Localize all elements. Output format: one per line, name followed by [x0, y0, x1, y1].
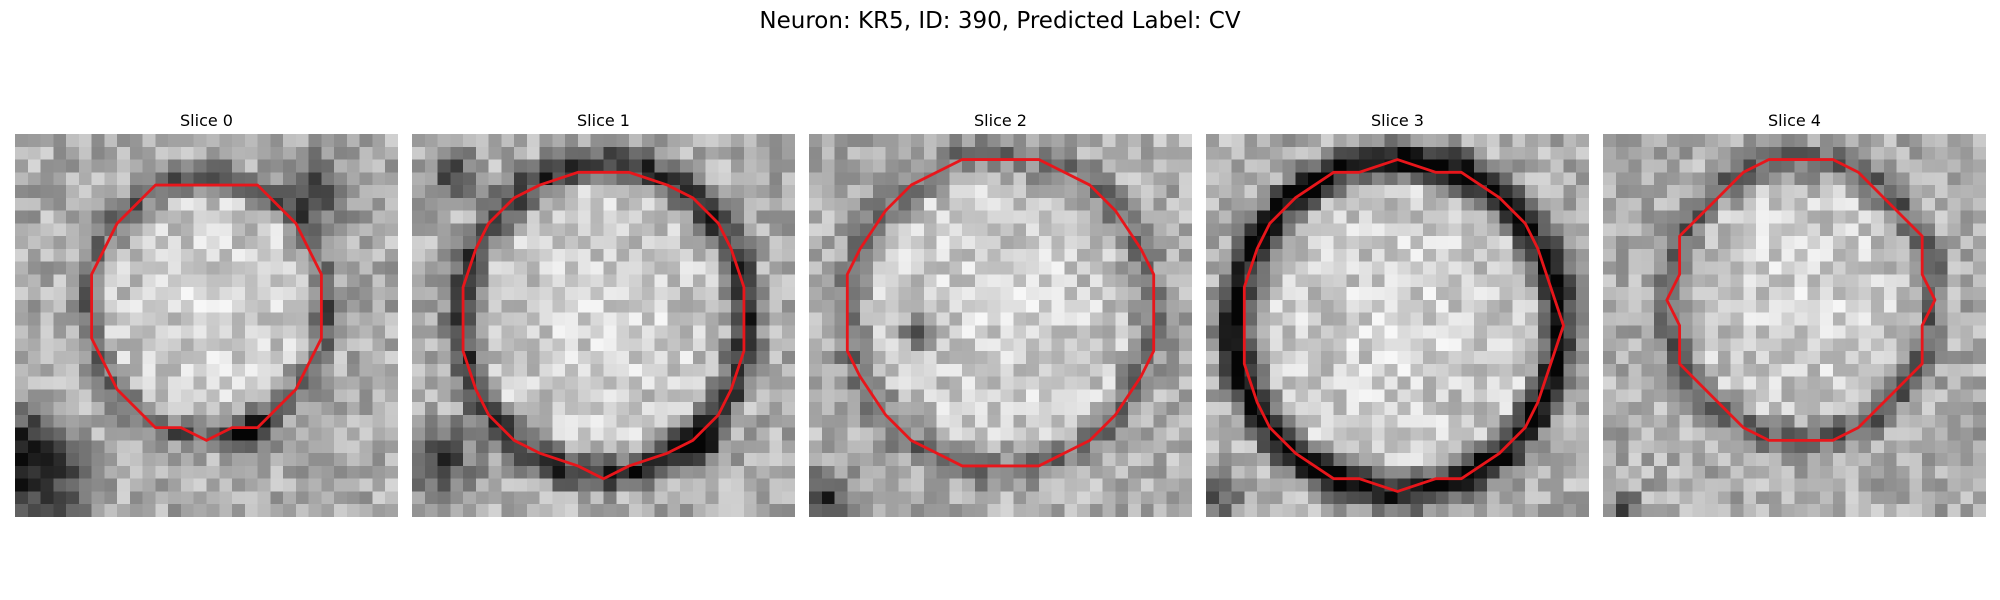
cell-contour	[461, 170, 746, 481]
cell-contour	[845, 158, 1156, 468]
slice-image	[15, 134, 398, 517]
slice-panel-4: Slice 4	[1603, 108, 1986, 517]
pixel-grid	[809, 134, 1192, 517]
cell-contour	[90, 183, 323, 442]
slice-title: Slice 0	[180, 111, 233, 130]
pixel-grid	[15, 134, 398, 517]
slice-panel-0: Slice 0	[15, 108, 398, 517]
slice-image	[412, 134, 795, 517]
slice-title: Slice 1	[577, 111, 630, 130]
slice-title: Slice 2	[974, 111, 1027, 130]
pixel-grid	[412, 134, 795, 517]
cell-contour	[1665, 158, 1937, 442]
figure-title: Neuron: KR5, ID: 390, Predicted Label: C…	[759, 8, 1241, 34]
slice-panel-3: Slice 3	[1206, 108, 1589, 517]
slice-title: Slice 3	[1371, 111, 1424, 130]
slice-image	[1206, 134, 1589, 517]
slice-image	[1603, 134, 1986, 517]
slice-title: Slice 4	[1768, 111, 1821, 130]
slice-image	[809, 134, 1192, 517]
cell-contour	[1242, 158, 1565, 493]
slice-panel-2: Slice 2	[809, 108, 1192, 517]
pixel-grid	[1206, 134, 1589, 517]
slice-panel-1: Slice 1	[412, 108, 795, 517]
pixel-grid	[1603, 134, 1986, 517]
